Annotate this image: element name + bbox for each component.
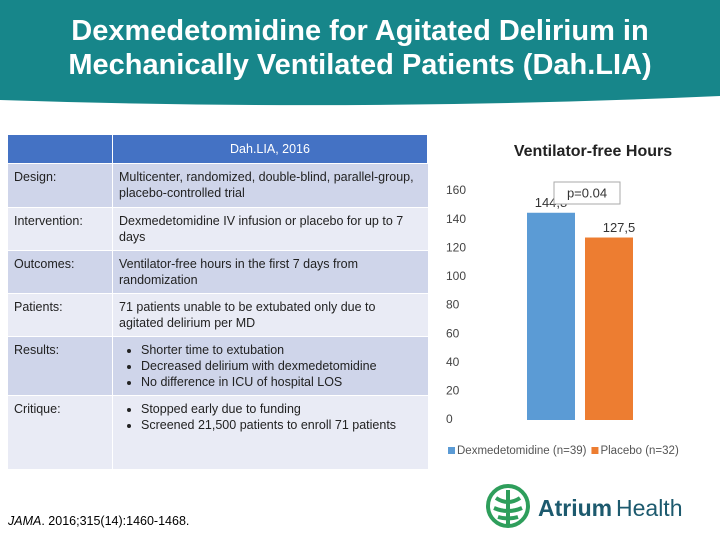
y-tick-label: 100 [446,269,466,283]
table-row: Outcomes: Ventilator-free hours in the fi… [8,250,428,294]
legend-swatch [448,447,455,454]
row-content: Shorter time to extubationDecreased deli… [112,336,428,396]
row-text: Multicenter, randomized, double-blind, p… [119,170,414,200]
y-tick-label: 20 [446,384,460,398]
table-row: Critique:Stopped early due to fundingScr… [8,395,428,469]
header-cell: Dah.LIA, 2016 [112,135,428,164]
study-table: Dah.LIA, 2016 Design: Multicenter, randomi… [8,135,428,469]
y-tick-label: 40 [446,355,460,369]
legend-swatch [591,447,599,454]
y-tick-label: 80 [446,298,460,312]
row-label: Design: [8,163,113,208]
y-tick-label: 140 [446,212,466,226]
row-text: 71 patients unable to be extubated only … [119,300,376,330]
citation: JAMA. 2016;315(14):1460-1468. [8,514,189,528]
row-label: Outcomes: [8,250,113,294]
header-cell [8,135,113,164]
logo-icon [486,484,530,528]
bullet-list: Stopped early due to fundingScreened 21,… [119,401,422,433]
bar [585,237,633,420]
chart: Ventilator-free Hours 0 20 40 60 80 100 120 140… [446,143,679,457]
row-content: Ventilator-free hours in the first 7 day… [112,250,428,294]
bullet: Decreased delirium with dexmedetomidine [141,358,422,374]
logo: Atrium Health [486,484,682,528]
data-label: 127,5 [603,220,636,235]
bullet: No difference in ICU of hospital LOS [141,374,422,390]
legend-label: Placebo (n=32) [600,445,678,457]
header-band [0,0,720,106]
header-row: Dah.LIA, 2016 [8,135,428,164]
table-row: Results:Shorter time to extubationDecrea… [8,336,428,396]
logo-bold: Atrium [538,495,612,521]
journal: JAMA [8,514,42,528]
annotation: p=0.04 [567,185,607,200]
y-tick-label: 0 [446,412,453,426]
y-tick-label: 60 [446,326,460,340]
bullet-list: Shorter time to extubationDecreased deli… [119,342,422,390]
legend-label: Dexmedetomidine (n=39) [457,445,587,457]
row-label: Patients: [8,293,113,337]
row-content: 71 patients unable to be extubated only … [112,293,428,337]
row-content: Multicenter, randomized, double-blind, p… [112,163,428,208]
row-content: Dexmedetomidine IV infusion or placebo f… [112,207,428,251]
annotation-box [553,181,621,205]
bar [527,212,575,420]
row-label: Intervention: [8,207,113,251]
slide-title: Dexmedetomidine for Agitated Delirium in… [68,15,652,81]
chart-title: Ventilator-free Hours [514,143,672,160]
table-row: Patients: 71 patients unable to be extuba… [8,293,428,337]
row-label: Critique: [8,395,113,469]
table-row: Intervention: Dexmedetomidine IV infusion… [8,207,428,251]
y-tick-label: 120 [446,240,466,254]
row-content: Stopped early due to fundingScreened 21,… [112,395,428,469]
table-row: Design: Multicenter, randomized, double-b… [8,163,428,208]
bullet: Stopped early due to funding [141,401,422,417]
y-tick-label: 160 [446,183,466,197]
logo-regular: Health [616,495,682,521]
row-label: Results: [8,336,113,396]
bullet: Screened 21,500 patients to enroll 71 pa… [141,417,422,433]
row-text: Ventilator-free hours in the first 7 day… [119,257,358,287]
bullet: Shorter time to extubation [141,342,422,358]
row-text: Dexmedetomidine IV infusion or placebo f… [119,214,404,244]
citation-details: . 2016;315(14):1460-1468. [41,514,190,528]
